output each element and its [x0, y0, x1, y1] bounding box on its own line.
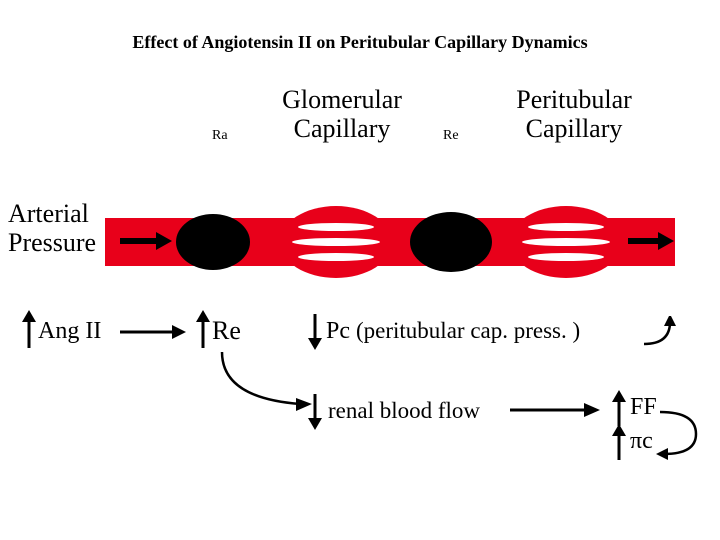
- pc-down-arrow-icon: [306, 312, 324, 350]
- label-ra: Ra: [212, 128, 228, 144]
- rbf-down-arrow-icon: [306, 392, 324, 430]
- angII-up-arrow-icon: [20, 310, 38, 350]
- label-re-bottom: Re: [212, 316, 241, 346]
- re-to-rbf-curve-icon: [200, 350, 320, 420]
- rbf-to-ff-arrow-icon: [508, 400, 602, 420]
- pic-up-arrow-icon: [610, 424, 628, 462]
- re-up-arrow-icon: [194, 310, 212, 350]
- flow-arrow-in-icon: [118, 230, 174, 252]
- glom-line-1: [298, 223, 374, 231]
- label-arterial-pressure: Arterial Pressure: [0, 200, 100, 257]
- label-re: Re: [443, 128, 459, 144]
- peri-line-2: [522, 238, 610, 246]
- label-glomerular: Glomerular Capillary: [262, 86, 422, 143]
- ff-up-arrow-icon: [610, 390, 628, 428]
- label-angII: Ang II: [38, 318, 101, 345]
- glom-line-3: [298, 253, 374, 261]
- diagram-title: Effect of Angiotensin II on Peritubular …: [0, 32, 720, 53]
- re-constriction: [410, 212, 492, 272]
- label-pic: πc: [630, 428, 653, 455]
- pc-hook-icon: [640, 316, 680, 356]
- angII-to-re-arrow-icon: [118, 322, 188, 342]
- label-peritubular: Peritubular Capillary: [494, 86, 654, 143]
- peri-line-3: [528, 253, 604, 261]
- glom-line-2: [292, 238, 380, 246]
- label-pc: Pc (peritubular cap. press. ): [326, 318, 580, 345]
- peri-line-1: [528, 223, 604, 231]
- label-rbf: renal blood flow: [328, 398, 480, 424]
- flow-arrow-out-icon: [626, 230, 676, 252]
- ff-pic-loop-icon: [656, 400, 706, 464]
- ra-constriction: [176, 214, 250, 270]
- label-ff: FF: [630, 394, 657, 421]
